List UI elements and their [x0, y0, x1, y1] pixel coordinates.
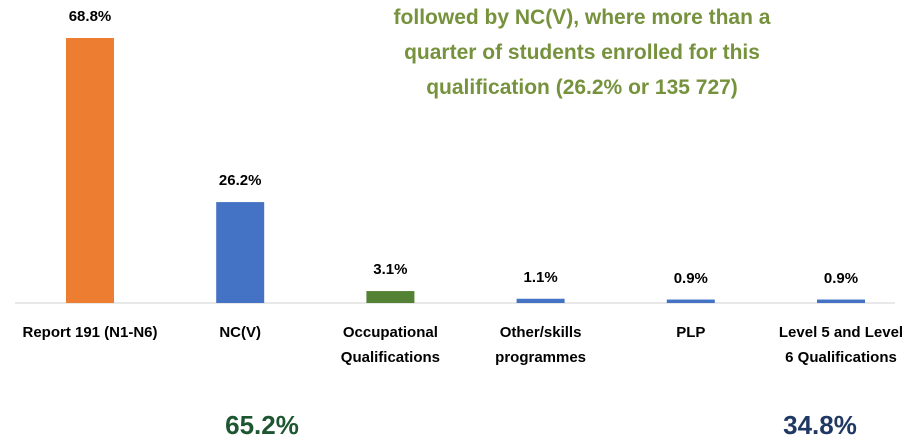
value-label: 0.9%: [823, 269, 859, 287]
x-tick-label: Report 191 (N1-N6): [22, 324, 158, 341]
bar: [817, 299, 865, 303]
annotation: followed by NC(V), where more than a: [393, 6, 771, 29]
annotation: qualification (26.2% or 135 727): [426, 76, 738, 99]
bar: [216, 202, 265, 303]
total-label: 34.8%: [783, 410, 857, 440]
x-tick-label: NC(V): [219, 324, 262, 341]
bar: [516, 298, 565, 303]
bar: [666, 299, 715, 303]
total-label: 65.2%: [225, 410, 299, 440]
bar: [366, 291, 415, 303]
x-tick-label: Other/skills programmes: [495, 324, 587, 366]
x-tick-label: PLP: [676, 324, 706, 341]
x-tick-label: Occupational Qualifications: [340, 324, 440, 366]
x-tick-label: Level 5 and Level 6 Qualifications: [778, 324, 904, 366]
value-label: 68.8%: [68, 8, 112, 25]
value-label: 0.9%: [673, 269, 708, 287]
value-label: 26.2%: [218, 172, 262, 190]
bar: [66, 38, 114, 303]
value-label: 1.1%: [523, 268, 558, 286]
value-label: 3.1%: [373, 261, 408, 279]
annotation: quarter of students enrolled for this: [404, 41, 760, 64]
